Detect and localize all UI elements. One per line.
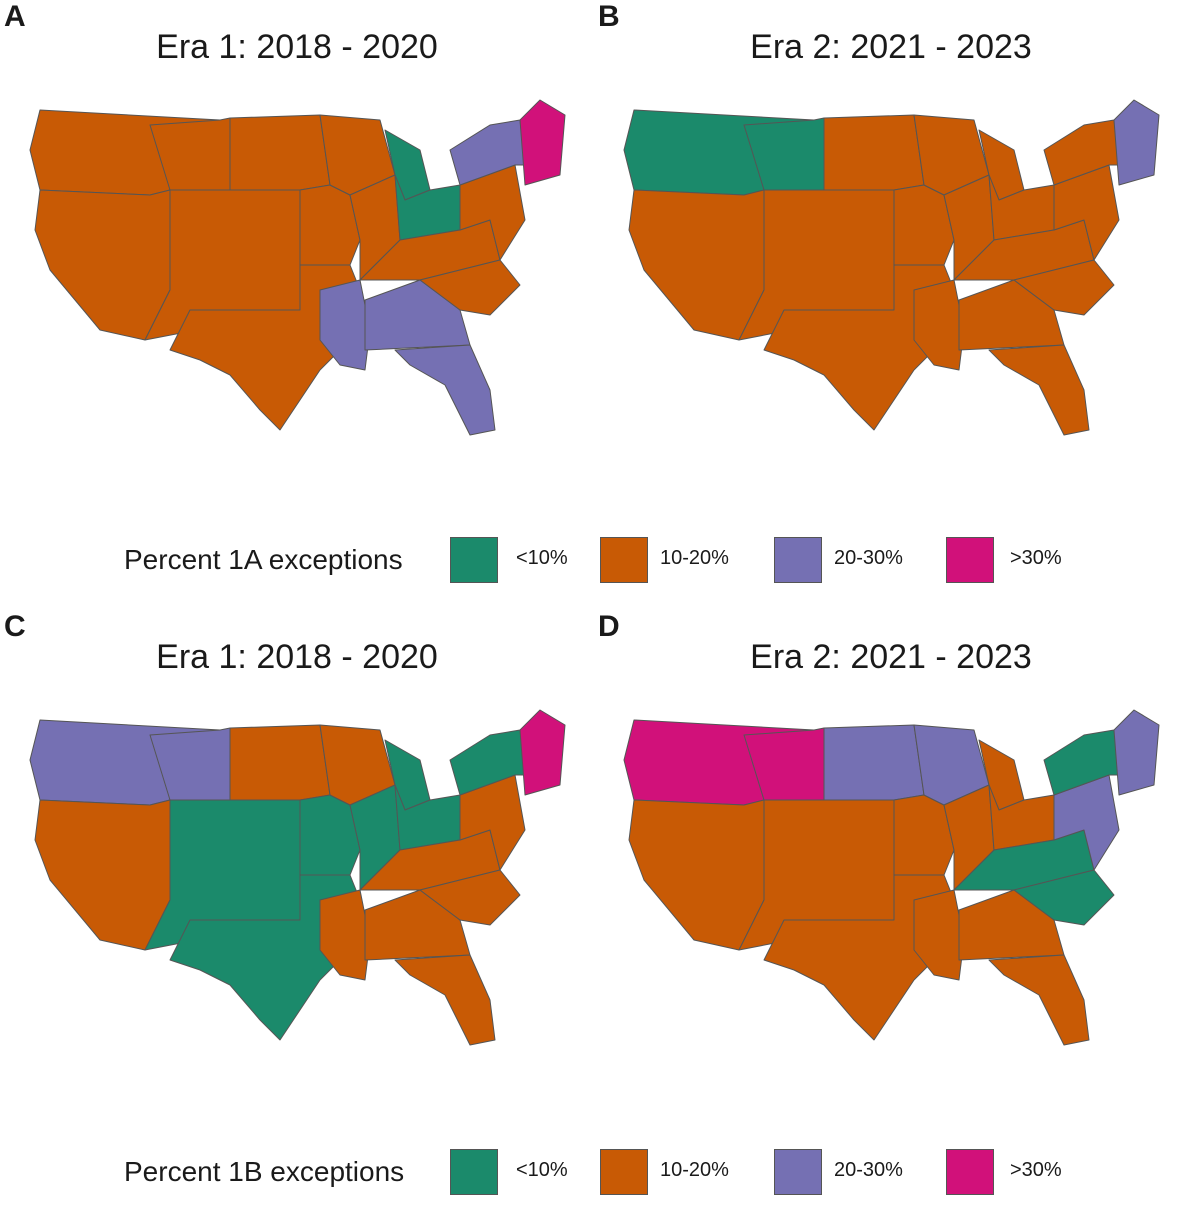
panel-letter: A <box>4 0 26 33</box>
panel-title: Era 2: 2021 - 2023 <box>750 638 1032 676</box>
region-new-england <box>519 709 566 796</box>
us-map <box>623 709 1160 1046</box>
region-new-england <box>1113 99 1160 186</box>
legend-swatch-lt10 <box>450 1149 498 1195</box>
legend-swatch-20-30 <box>774 1149 822 1195</box>
region-florida <box>988 954 1090 1046</box>
region-deep-south-west <box>319 279 371 371</box>
us-map <box>623 99 1160 436</box>
panel-title: Era 1: 2018 - 2020 <box>156 28 438 66</box>
region-plains-north <box>229 724 331 801</box>
region-plains-north <box>823 724 925 801</box>
panel-a: A Era 1: 2018 - 2020 <box>0 0 594 520</box>
region-new-england <box>519 99 566 186</box>
legend-label: >30% <box>1010 547 1062 569</box>
region-deep-south-east <box>958 279 1065 351</box>
region-southwest <box>628 189 765 341</box>
region-florida <box>394 344 496 436</box>
legend-swatch-lt10 <box>450 537 498 583</box>
legend-label: 20-30% <box>834 547 903 569</box>
panel-letter: D <box>598 610 620 643</box>
panel-title: Era 1: 2018 - 2020 <box>156 638 438 676</box>
legend-swatch-10-20 <box>600 1149 648 1195</box>
region-deep-south-west <box>913 279 965 371</box>
legend-swatch-10-20 <box>600 537 648 583</box>
region-plains-north <box>229 114 331 191</box>
region-southwest <box>34 189 171 341</box>
legend-swatch-gt30 <box>946 537 994 583</box>
legend-swatch-gt30 <box>946 1149 994 1195</box>
region-deep-south-east <box>958 889 1065 961</box>
region-new-england <box>1113 709 1160 796</box>
panel-letter: C <box>4 610 26 643</box>
panel-title: Era 2: 2021 - 2023 <box>750 28 1032 66</box>
panel-letter: B <box>598 0 620 33</box>
legend-label: <10% <box>516 547 568 569</box>
region-florida <box>394 954 496 1046</box>
region-deep-south-west <box>319 889 371 981</box>
region-carolinas <box>419 869 521 926</box>
region-carolinas <box>1013 869 1115 926</box>
region-carolinas <box>419 259 521 316</box>
legend-label: >30% <box>1010 1159 1062 1181</box>
region-southwest <box>628 799 765 951</box>
region-southwest <box>34 799 171 951</box>
panel-d: D Era 2: 2021 - 2023 <box>594 610 1188 1130</box>
region-carolinas <box>1013 259 1115 316</box>
region-deep-south-east <box>364 889 471 961</box>
region-deep-south-west <box>913 889 965 981</box>
legend-1b: Percent 1B exceptions <10% 10-20% 20-30%… <box>0 1146 1188 1206</box>
us-map <box>29 99 566 436</box>
region-florida <box>988 344 1090 436</box>
legend-label: <10% <box>516 1159 568 1181</box>
legend-1a: Percent 1A exceptions <10% 10-20% 20-30%… <box>0 534 1188 594</box>
legend-title: Percent 1A exceptions <box>124 544 403 575</box>
legend-label: 10-20% <box>660 1159 729 1181</box>
region-plains-north <box>823 114 925 191</box>
legend-swatch-20-30 <box>774 537 822 583</box>
us-map <box>29 709 566 1046</box>
legend-label: 10-20% <box>660 547 729 569</box>
panel-b: B Era 2: 2021 - 2023 <box>594 0 1188 520</box>
legend-title: Percent 1B exceptions <box>124 1156 405 1187</box>
legend-label: 20-30% <box>834 1159 903 1181</box>
panel-c: C Era 1: 2018 - 2020 <box>0 610 594 1130</box>
region-deep-south-east <box>364 279 471 351</box>
